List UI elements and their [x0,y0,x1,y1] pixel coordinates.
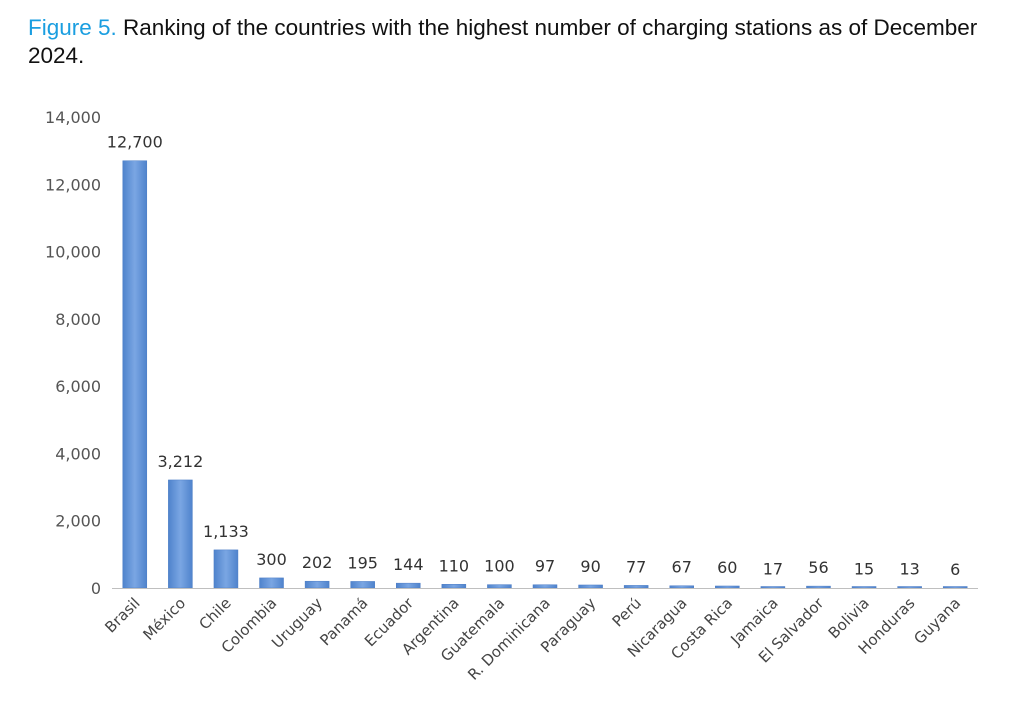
y-tick-label: 8,000 [55,310,101,329]
bar [578,584,603,589]
x-tick-label: Guyana [910,594,964,648]
bar [851,586,877,589]
data-label: 17 [763,559,783,578]
data-label: 300 [256,550,287,569]
figure-caption: Figure 5. Ranking of the countries with … [28,14,988,70]
bar [715,585,740,589]
data-label: 3,212 [157,452,203,471]
bar [168,479,193,589]
caption-text: Ranking of the countries with the highes… [28,15,978,68]
x-tick-label: R. Dominicana [464,594,554,684]
data-label: 12,700 [107,133,163,152]
data-label: 195 [347,553,378,572]
bar [350,581,375,589]
data-label: 67 [672,558,692,577]
y-tick-label: 10,000 [45,243,101,262]
bar [806,585,831,589]
y-tick-label: 6,000 [55,377,101,396]
bar [122,160,148,589]
y-axis: 0 2,000 4,000 6,000 8,000 10,000 12,000 14,000 [45,108,101,598]
data-label: 144 [393,555,424,574]
y-tick-label: 12,000 [45,175,101,194]
bar [304,580,330,589]
data-label: 90 [580,557,600,576]
x-tick-label: Brasil [101,594,143,636]
data-label: 6 [950,560,960,579]
x-tick-label: México [139,594,189,644]
data-label: 15 [854,559,874,578]
y-tick-label: 2,000 [55,512,101,531]
x-tick-label: Uruguay [268,594,326,652]
bar [487,584,512,589]
bar [897,586,922,589]
bar [623,585,649,589]
bar [441,584,467,589]
x-tick-label: Chile [195,594,234,633]
bar [213,549,239,589]
bars: 12,700 3,212 1,133 300 202 195 144 110 100 97 90 77… [107,133,968,589]
bar [259,577,284,589]
data-label: 100 [484,557,515,576]
data-label: 97 [535,557,555,576]
data-label: 60 [717,558,737,577]
bar [396,582,421,589]
bar [942,586,968,589]
data-label: 77 [626,557,646,576]
y-tick-label: 14,000 [45,108,101,127]
bar [669,585,694,589]
figure-label: Figure 5. [28,15,117,40]
y-tick-label: 0 [91,579,101,598]
bar [532,584,558,589]
data-label: 56 [808,558,828,577]
data-label: 202 [302,553,333,572]
bar [760,586,786,589]
data-label: 1,133 [203,522,249,541]
data-label: 110 [439,556,470,575]
data-label: 13 [899,560,919,579]
x-tick-label: Perú [609,594,645,630]
y-tick-label: 4,000 [55,444,101,463]
